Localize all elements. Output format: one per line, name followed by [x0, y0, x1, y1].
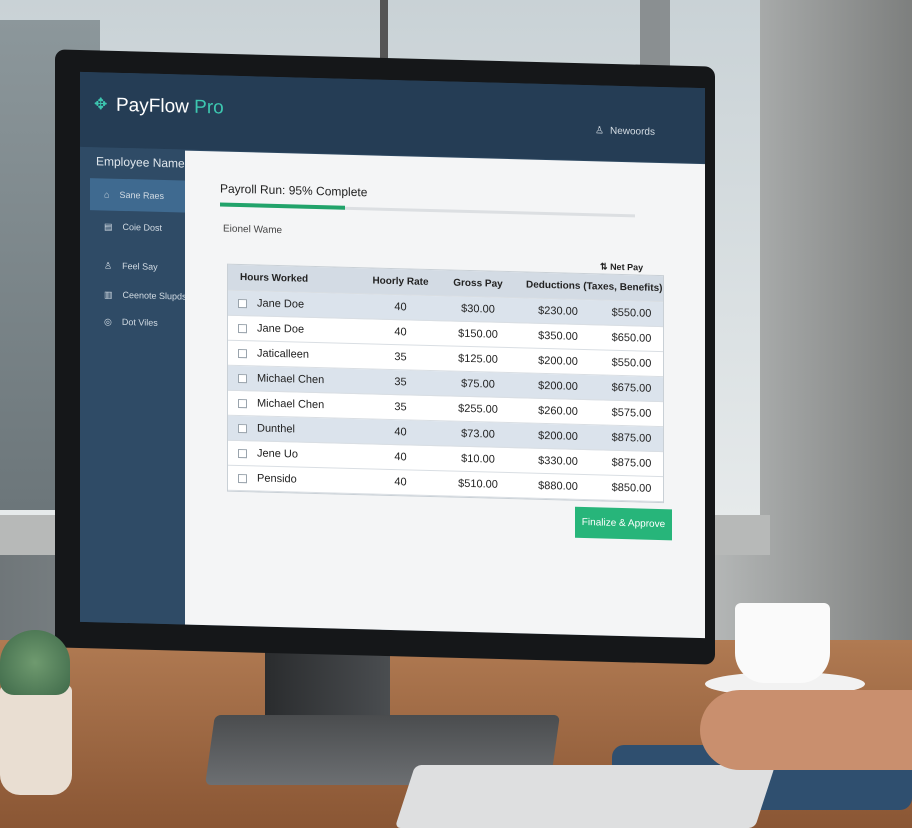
- cell: $650.00: [611, 331, 652, 345]
- employee-name: Pensido: [257, 472, 297, 486]
- employee-name: Michael Chen: [257, 397, 325, 412]
- column-header[interactable]: Hoorly Rate: [372, 275, 429, 288]
- plant-pot: [0, 685, 72, 795]
- progress-bar: [220, 202, 635, 218]
- cell: $230.00: [538, 304, 578, 318]
- sort-icon[interactable]: ⇅: [600, 261, 608, 272]
- cell: $10.00: [461, 452, 495, 466]
- cell: 40: [394, 426, 407, 439]
- document-icon: ▤: [104, 220, 113, 232]
- row-checkbox[interactable]: [238, 448, 247, 458]
- app-logo[interactable]: ✥ PayFlow Pro: [94, 94, 224, 119]
- hand-on-mouse: [700, 690, 912, 770]
- sidebar-title: Employee Name: [96, 154, 185, 171]
- row-checkbox[interactable]: [238, 298, 247, 308]
- sidebar-item-label: Coie Dost: [122, 221, 163, 233]
- payroll-table: Hours Worked Hoorly Rate Gross Pay Deduc…: [227, 263, 664, 504]
- row-checkbox[interactable]: [238, 323, 247, 333]
- cell: $875.00: [611, 456, 652, 470]
- cell: $510.00: [458, 477, 498, 491]
- app-name-suffix: Pro: [194, 96, 224, 119]
- user-name: Newoords: [609, 125, 655, 138]
- settings-icon: ◎: [104, 315, 112, 327]
- employee-name: Jane Doe: [257, 297, 305, 311]
- cell: 35: [394, 351, 407, 364]
- net-pay-label: Net Pay: [610, 261, 644, 273]
- payslip-icon: ▥: [104, 288, 113, 300]
- column-header[interactable]: Hours Worked: [240, 272, 309, 285]
- sidebar-item-label: Ceenote Slupds: [122, 289, 187, 302]
- cell: $73.00: [461, 427, 495, 441]
- cell: $200.00: [538, 354, 578, 368]
- row-checkbox[interactable]: [238, 373, 247, 383]
- cell: $850.00: [611, 481, 652, 495]
- net-pay-header: ⇅ Net Pay: [600, 261, 643, 273]
- cell: 40: [394, 326, 407, 339]
- cell: 40: [394, 301, 407, 314]
- keyboard: [394, 765, 776, 828]
- cell: $350.00: [538, 329, 578, 343]
- cell: $875.00: [611, 431, 652, 445]
- sidebar-item-label: Sane Raes: [119, 189, 164, 202]
- filter-label: Eionel Wame: [223, 223, 283, 237]
- cell: $575.00: [611, 406, 652, 420]
- cell: $30.00: [461, 302, 495, 316]
- progress-fill: [220, 202, 345, 210]
- cell: $200.00: [538, 379, 578, 393]
- row-checkbox[interactable]: [238, 398, 247, 408]
- row-checkbox[interactable]: [238, 473, 247, 483]
- sidebar-item-label: Feel Say: [122, 260, 158, 272]
- employee-name: Jene Uo: [257, 447, 298, 461]
- employee-name: Dunthel: [257, 422, 295, 436]
- cell: $675.00: [611, 381, 652, 395]
- cell: 40: [394, 476, 407, 489]
- employee-name: Jaticalleen: [257, 347, 309, 361]
- finalize-approve-button[interactable]: Finalize & Approve: [575, 506, 672, 541]
- employee-name: Michael Chen: [257, 372, 325, 387]
- cell: $125.00: [458, 352, 498, 366]
- sidebar-item-label: Dot Viles: [121, 316, 158, 328]
- cell: $550.00: [611, 306, 652, 320]
- column-header[interactable]: Deductions (Taxes, Benefits): [526, 279, 663, 295]
- user-icon: ♙: [595, 125, 604, 137]
- cell: $330.00: [538, 454, 578, 468]
- users-icon: ♙: [104, 259, 113, 271]
- cell: 40: [394, 451, 407, 464]
- cell: $255.00: [458, 402, 498, 416]
- cell: $75.00: [461, 377, 495, 391]
- column-header[interactable]: Gross Pay: [453, 277, 503, 290]
- cell: $150.00: [458, 327, 498, 341]
- row-checkbox[interactable]: [238, 348, 247, 358]
- coffee-cup: [735, 603, 830, 683]
- employee-name: Jane Doe: [257, 322, 305, 336]
- screen: ✥ PayFlow Pro Employee Name ⌂ Sane Raes ▤…: [80, 71, 705, 639]
- main-panel: Payroll Run: 95% Complete Eionel Wame ⇅ …: [185, 150, 705, 639]
- row-checkbox[interactable]: [238, 423, 247, 433]
- logo-icon: ✥: [94, 96, 108, 114]
- building-icon: ⌂: [104, 189, 110, 200]
- user-menu[interactable]: ♙ Newoords: [595, 125, 655, 138]
- cell: $200.00: [538, 429, 578, 443]
- app-name: PayFlow: [116, 94, 189, 118]
- cell: $260.00: [538, 404, 578, 418]
- cell: 35: [394, 401, 407, 414]
- succulent-plant: [0, 630, 70, 695]
- cell: $880.00: [538, 479, 578, 493]
- cell: 35: [394, 376, 407, 389]
- progress-title: Payroll Run: 95% Complete: [220, 181, 368, 200]
- cell: $550.00: [611, 356, 652, 370]
